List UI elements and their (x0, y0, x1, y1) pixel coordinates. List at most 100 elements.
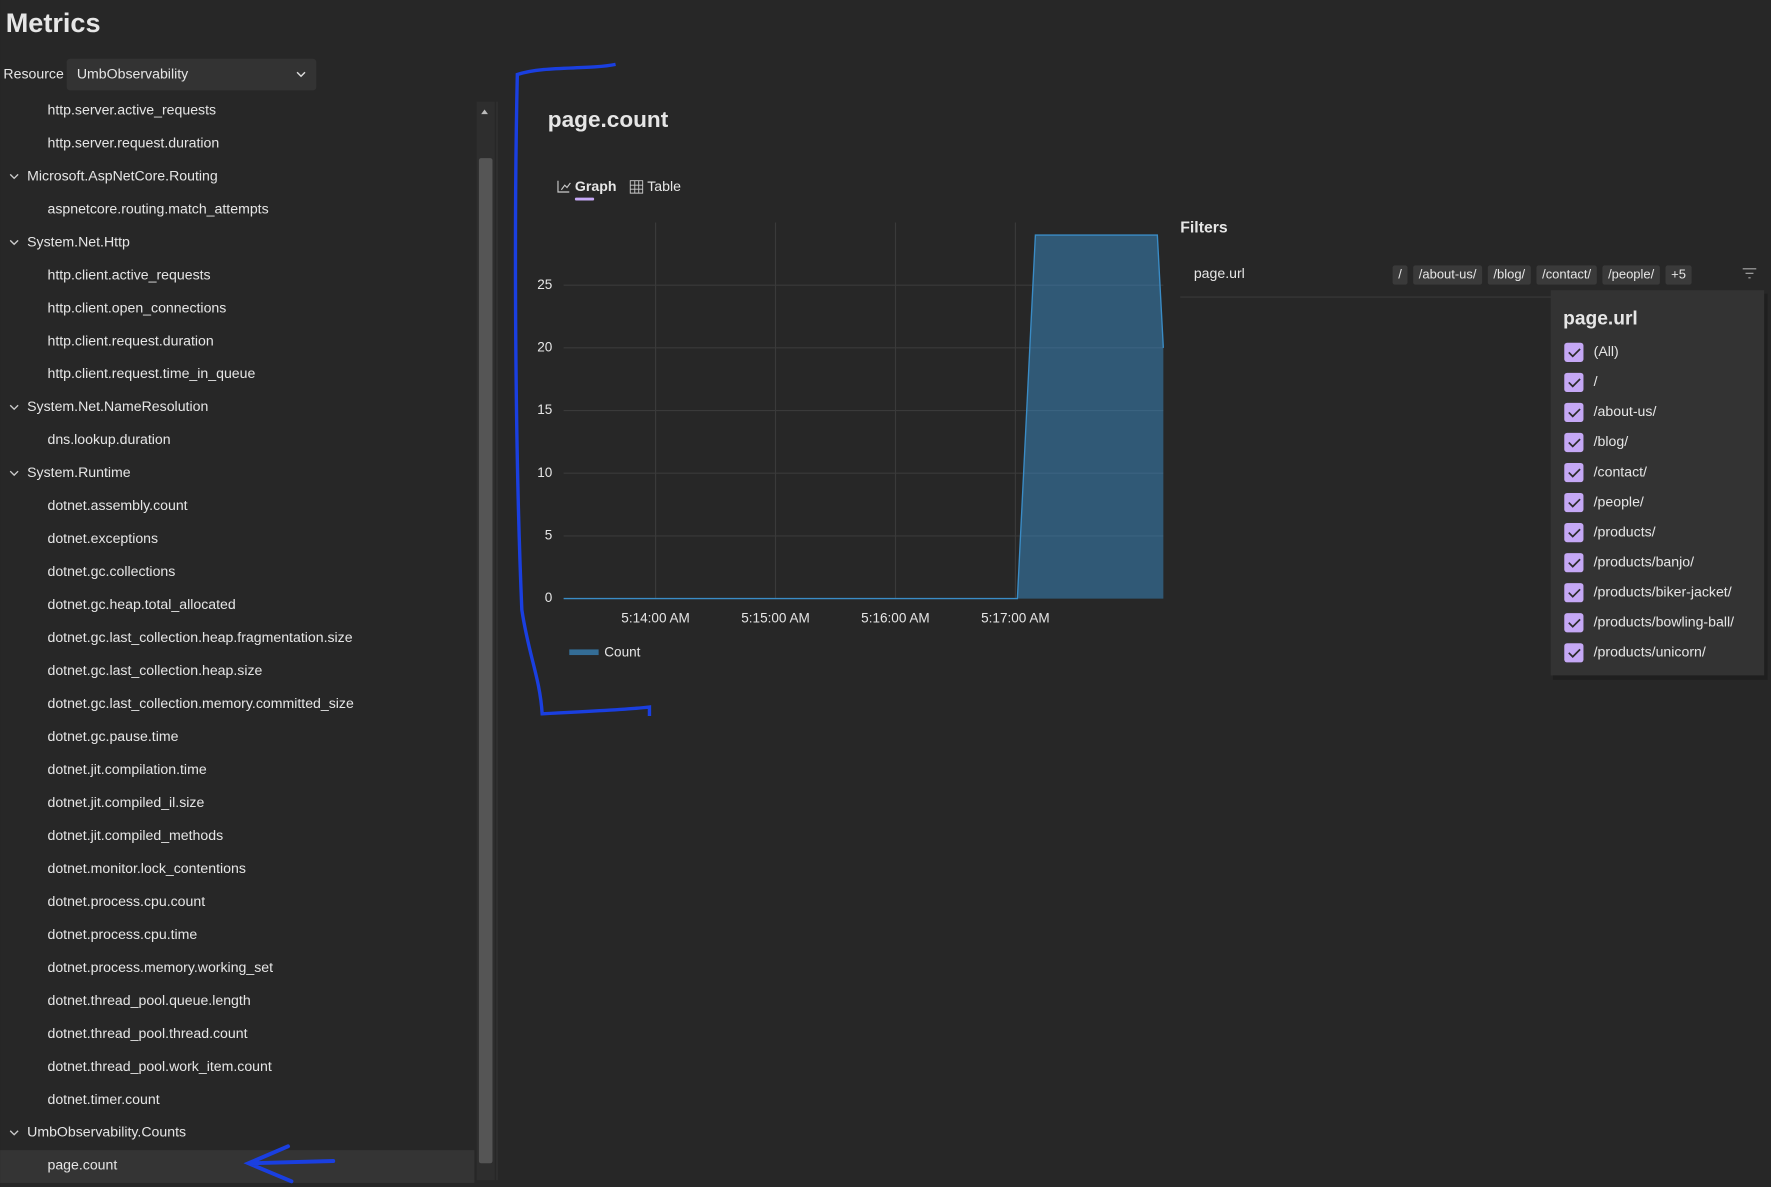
checkmark (1568, 498, 1581, 508)
filter-chip (1602, 265, 1660, 285)
tree-group[interactable]: System.Net.Http (27, 233, 130, 249)
dropdown-option[interactable]: /products/ (1594, 523, 1656, 539)
tree-item[interactable]: dotnet.process.cpu.count (47, 893, 205, 909)
tree-item[interactable]: dotnet.gc.collections (47, 563, 175, 579)
tree-item[interactable]: dotnet.exceptions (47, 530, 158, 546)
tree-item[interactable]: dotnet.thread_pool.work_item.count (47, 1058, 271, 1074)
tree-chevron[interactable] (9, 470, 19, 477)
dropdown-option[interactable]: / (1594, 373, 1598, 389)
tree-item[interactable]: dotnet.gc.heap.total_allocated (47, 596, 235, 612)
tree-item[interactable]: http.server.request.duration (47, 134, 219, 150)
filters-title: Filters (1180, 219, 1228, 236)
tree-item[interactable]: http.client.request.duration (47, 332, 213, 348)
legend-swatch (569, 649, 599, 656)
dropdown-option[interactable]: /contact/ (1594, 463, 1647, 479)
checkbox[interactable] (1564, 342, 1584, 362)
tree-item[interactable]: http.client.open_connections (47, 299, 226, 315)
tree-item[interactable]: http.client.active_requests (47, 266, 210, 282)
x-tick-label: 5:16:00 AM (861, 610, 930, 625)
tab-table[interactable]: Table (647, 178, 681, 194)
scroll-up[interactable] (481, 109, 488, 115)
table-icon (629, 180, 644, 194)
tree-item[interactable]: dotnet.jit.compiled_methods (47, 827, 223, 843)
checkmark (1568, 558, 1581, 568)
area-line (563, 234, 1165, 600)
tree-item[interactable]: dotnet.jit.compilation.time (47, 761, 206, 777)
metric-title: page.count (548, 107, 669, 132)
tree-item[interactable]: http.client.request.time_in_queue (47, 365, 255, 381)
resource-value: UmbObservability (77, 65, 189, 81)
checkmark (1568, 438, 1581, 448)
tree-group[interactable]: Microsoft.AspNetCore.Routing (27, 167, 218, 183)
y-tick-label: 5 (545, 527, 553, 542)
scrollbar-thumb[interactable] (478, 158, 493, 1164)
checkbox[interactable] (1564, 553, 1584, 573)
select-chevron (296, 71, 306, 78)
dropdown-option[interactable]: /products/banjo/ (1594, 553, 1694, 569)
tree-item[interactable]: dotnet.gc.last_collection.heap.fragmenta… (47, 629, 352, 645)
tree-group[interactable]: System.Net.NameResolution (27, 398, 208, 414)
checkbox[interactable] (1564, 523, 1584, 543)
dropdown-option[interactable]: /people/ (1594, 493, 1644, 509)
tree-item[interactable]: dotnet.monitor.lock_contentions (47, 860, 245, 876)
tab-underline (574, 197, 595, 201)
filter-chip-label: /people/ (1608, 266, 1655, 281)
tree-item[interactable]: aspnetcore.routing.match_attempts (47, 200, 268, 216)
checkbox[interactable] (1564, 372, 1584, 393)
tree-item[interactable]: dotnet.thread_pool.queue.length (47, 992, 250, 1008)
x-tick-label: 5:15:00 AM (741, 610, 810, 625)
y-tick-label: 25 (537, 277, 552, 292)
tree-item[interactable]: page.count (47, 1157, 117, 1173)
checkbox[interactable] (1564, 643, 1584, 663)
filter-chip-label: /blog/ (1493, 266, 1525, 281)
checkmark (1568, 468, 1581, 478)
checkbox[interactable] (1564, 613, 1584, 633)
annotations (243, 62, 652, 1184)
tree-item[interactable]: dns.lookup.duration (47, 431, 170, 447)
tree-chevron[interactable] (9, 239, 19, 246)
filter-chip-label: / (1398, 266, 1402, 281)
dropdown-option[interactable]: /products/biker-jacket/ (1594, 583, 1732, 599)
dropdown-option[interactable]: (All) (1594, 343, 1619, 359)
page-title: Metrics (6, 7, 101, 38)
dropdown-option[interactable]: /products/bowling-ball/ (1594, 613, 1734, 629)
tree-item[interactable]: dotnet.jit.compiled_il.size (47, 794, 204, 810)
tree-item[interactable]: http.server.active_requests (47, 101, 216, 117)
filter-chip (1413, 265, 1483, 285)
dropdown-option[interactable]: /products/unicorn/ (1594, 644, 1706, 660)
resource-label: Resource (3, 65, 64, 81)
tree-chevron[interactable] (9, 173, 19, 180)
checkmark (1568, 348, 1581, 358)
tree-item[interactable]: dotnet.gc.pause.time (47, 728, 178, 744)
tree-item[interactable]: dotnet.gc.last_collection.memory.committ… (47, 695, 354, 711)
checkbox[interactable] (1564, 432, 1584, 453)
tree-chevron[interactable] (9, 404, 19, 411)
y-tick-label: 10 (537, 465, 552, 480)
tree-group[interactable]: UmbObservability.Counts (27, 1124, 186, 1140)
x-tick-label: 5:17:00 AM (981, 610, 1050, 625)
tree-item[interactable]: dotnet.gc.last_collection.heap.size (47, 662, 262, 678)
filter-icon[interactable] (1742, 268, 1757, 279)
dropdown-option[interactable]: /blog/ (1594, 433, 1629, 449)
graph-icon (557, 180, 571, 193)
checkbox[interactable] (1564, 492, 1584, 513)
tree-item[interactable]: dotnet.process.cpu.time (47, 926, 197, 942)
resource-select[interactable] (66, 58, 317, 91)
tree-item[interactable]: dotnet.assembly.count (47, 497, 187, 513)
tab-graph[interactable]: Graph (575, 178, 617, 194)
tree-group[interactable]: System.Runtime (27, 464, 131, 480)
dropdown-option[interactable]: /about-us/ (1594, 403, 1657, 419)
checkbox[interactable] (1564, 462, 1584, 483)
legend-label: Count (604, 644, 640, 659)
filter-chip-label: +5 (1671, 266, 1686, 281)
tree-item[interactable]: dotnet.thread_pool.thread.count (47, 1025, 247, 1041)
annotation-bracket (513, 62, 652, 717)
checkbox[interactable] (1564, 583, 1584, 603)
tree-chevron[interactable] (9, 1130, 19, 1136)
checkbox[interactable] (1564, 402, 1584, 423)
x-tick-label: 5:14:00 AM (621, 610, 690, 625)
tree-item[interactable]: dotnet.timer.count (47, 1091, 159, 1107)
tree-item[interactable]: dotnet.process.memory.working_set (47, 959, 273, 975)
